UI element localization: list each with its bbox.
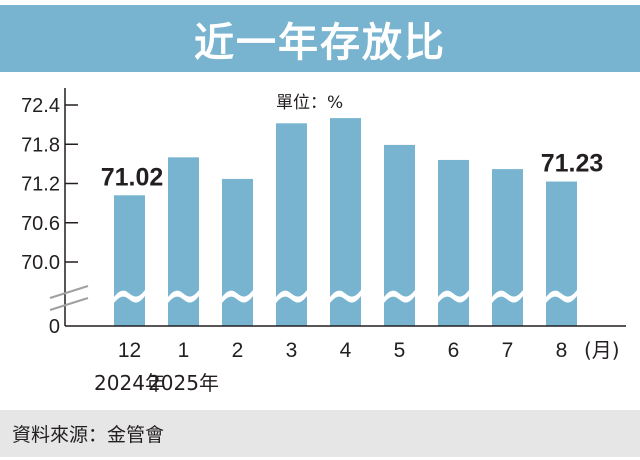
bar-break-wave	[222, 290, 253, 303]
y-axis: 72.4 71.8 71.2 70.6 70.0 0	[21, 88, 89, 338]
y-tick-label: 70.6	[21, 213, 60, 235]
data-label: 71.23	[541, 150, 604, 178]
bar-12	[114, 195, 145, 326]
axis-break-mark	[49, 297, 89, 311]
x-tick-label: 4	[340, 339, 352, 362]
bars	[114, 118, 577, 326]
bar-8	[546, 181, 577, 326]
x-tick-label: 5	[394, 339, 406, 362]
title-band: 近一年存放比	[0, 5, 640, 72]
y-tick-label: 71.2	[21, 174, 60, 196]
bar-break-wave	[276, 290, 307, 303]
axis-break-mark	[49, 285, 89, 299]
bar-break-wave	[384, 290, 415, 303]
chart-title: 近一年存放比	[194, 19, 446, 66]
data-label: 71.02	[101, 163, 164, 191]
year-label: 2025年	[148, 371, 219, 395]
bar-2	[222, 178, 253, 326]
x-tick-label: 12	[118, 339, 141, 362]
unit-label: 單位：%	[276, 93, 344, 113]
y-tick-label: 0	[49, 316, 60, 338]
bar-7	[492, 169, 523, 326]
x-axis-unit: (月)	[584, 338, 620, 362]
year-label: 2024年	[94, 371, 165, 395]
bar-6	[438, 159, 469, 326]
bar-break-wave	[168, 290, 199, 303]
bar-break-wave	[114, 290, 145, 303]
source-footer: 資料來源：金管會	[0, 410, 640, 457]
bar-break-wave	[438, 290, 469, 303]
bar-break-wave	[492, 290, 523, 303]
y-tick-label: 72.4	[21, 95, 60, 117]
bar-chart: 72.471.871.270.670.00 12 1 2 3 4 5 6 7 8 (月)2024年…	[21, 88, 626, 395]
bar-4	[330, 118, 361, 326]
bar-break-wave	[330, 290, 361, 303]
x-tick-label: 1	[178, 339, 190, 362]
x-tick-label: 8	[556, 339, 568, 362]
y-tick-label: 70.0	[21, 252, 60, 274]
x-tick-label: 3	[286, 339, 298, 362]
bar-break-wave	[546, 290, 577, 303]
data-labels: 71.02 71.23	[101, 150, 604, 192]
y-tick-label: 71.8	[21, 134, 60, 156]
source-text: 資料來源：金管會	[12, 424, 165, 446]
x-tick-label: 6	[448, 339, 460, 362]
x-tick-label: 7	[502, 339, 514, 362]
x-tick-label: 2	[232, 339, 244, 362]
